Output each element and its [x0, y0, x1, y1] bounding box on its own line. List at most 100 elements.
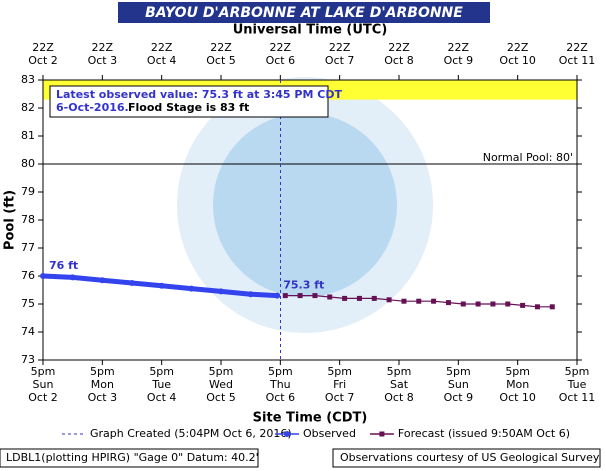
forecast-point — [431, 298, 437, 304]
x-tick-label: Tue — [151, 378, 171, 391]
legend-label: Forecast (issued 9:50AM Oct 6) — [398, 427, 570, 440]
y-tick-label: 74 — [21, 325, 35, 338]
latest-flood: Flood Stage is 83 ft — [128, 101, 249, 114]
observed-point — [274, 292, 281, 299]
x-tick-label: Mon — [91, 378, 114, 391]
x2-tick-label: 22Z — [210, 41, 232, 54]
x2-tick-label: 22Z — [448, 41, 470, 54]
forecast-point — [356, 295, 362, 301]
observed-point — [158, 282, 165, 289]
y-tick-label: 80 — [21, 157, 35, 170]
y-tick-label: 77 — [21, 241, 35, 254]
x-tick-label: Oct 11 — [559, 391, 596, 404]
x-tick-label: Thu — [269, 378, 291, 391]
forecast-point — [312, 293, 318, 299]
x-tick-label: Oct 5 — [206, 391, 236, 404]
x2-tick-label: Oct 11 — [559, 54, 596, 67]
forecast-point — [475, 301, 481, 307]
x-tick-label: 5pm — [209, 365, 234, 378]
x-tick-label: Sun — [448, 378, 469, 391]
title-bar — [118, 2, 490, 23]
forecast-point — [342, 295, 348, 301]
y-tick-label: 81 — [21, 129, 35, 142]
top-axis-title: Universal Time (UTC) — [233, 23, 388, 38]
forecast-point — [534, 304, 540, 310]
legend-label: Observed — [303, 427, 356, 440]
observed-point — [99, 277, 106, 284]
x2-tick-label: Oct 6 — [266, 54, 296, 67]
x-tick-label: 5pm — [268, 365, 293, 378]
forecast-point — [282, 293, 288, 299]
y-tick-label: 76 — [21, 269, 35, 282]
footer-right: Observations courtesy of US Geological S… — [340, 451, 600, 464]
x2-tick-label: 22Z — [388, 41, 410, 54]
footer-left: LDBL1(plotting HPIRG) "Gage 0" Datum: 40… — [6, 451, 259, 464]
x-tick-label: Mon — [506, 378, 529, 391]
x-tick-label: 5pm — [149, 365, 174, 378]
x-tick-label: Fri — [333, 378, 346, 391]
forecast-point — [445, 300, 451, 306]
forecast-point — [549, 304, 555, 310]
x-tick-label: 5pm — [90, 365, 115, 378]
annotation: 76 ft — [49, 259, 78, 272]
x-tick-label: Oct 8 — [384, 391, 414, 404]
x-tick-label: Wed — [209, 378, 233, 391]
footer-box — [332, 448, 601, 468]
reference-label: Normal Pool: 80' — [483, 151, 573, 164]
forecast-point — [327, 294, 333, 300]
observed-point — [188, 285, 195, 292]
x2-tick-label: Oct 10 — [499, 54, 536, 67]
x-tick-label: Sat — [390, 378, 409, 391]
x2-tick-label: Oct 7 — [325, 54, 355, 67]
y-axis-title: Pool (ft) — [3, 190, 18, 250]
x2-tick-label: 22Z — [151, 41, 173, 54]
x-tick-label: Oct 2 — [28, 391, 58, 404]
x-tick-label: Sun — [33, 378, 54, 391]
x-tick-label: Oct 7 — [325, 391, 355, 404]
y-tick-label: 82 — [21, 101, 35, 114]
legend-marker — [284, 431, 290, 437]
forecast-point — [401, 298, 407, 304]
x2-tick-label: Oct 2 — [28, 54, 58, 67]
footer-box — [0, 448, 259, 468]
x2-tick-label: 22Z — [566, 41, 588, 54]
x-tick-label: 5pm — [446, 365, 471, 378]
x-tick-label: 5pm — [327, 365, 352, 378]
x-tick-label: 5pm — [387, 365, 412, 378]
forecast-point — [520, 302, 526, 308]
x-tick-label: Oct 3 — [88, 391, 118, 404]
x-tick-label: 5pm — [505, 365, 530, 378]
x2-tick-label: Oct 5 — [206, 54, 236, 67]
observed-point — [40, 273, 46, 279]
forecast-point — [505, 301, 511, 307]
x2-tick-label: 22Z — [270, 41, 292, 54]
observed-point — [247, 291, 254, 298]
y-tick-label: 73 — [21, 353, 35, 366]
x2-tick-label: Oct 4 — [147, 54, 177, 67]
y-tick-label: 83 — [21, 73, 35, 86]
forecast-point — [490, 301, 496, 307]
observed-point — [129, 280, 135, 286]
observed-point — [218, 288, 224, 295]
latest-box — [49, 85, 329, 118]
annotation: 75.3 ft — [283, 279, 324, 292]
forecast-point — [416, 298, 422, 304]
forecast-point — [371, 295, 377, 301]
x-axis-title: Site Time (CDT) — [253, 411, 368, 426]
x2-tick-label: 22Z — [507, 41, 529, 54]
forecast-point — [297, 293, 303, 299]
y-tick-label: 78 — [21, 213, 35, 226]
x-tick-label: Tue — [567, 378, 587, 391]
forecast-point — [386, 297, 392, 303]
latest-date: 6-Oct-2016. — [56, 101, 129, 114]
legend-label: Graph Created (5:04PM Oct 6, 2016) — [90, 427, 292, 440]
y-tick-label: 75 — [21, 297, 35, 310]
x-tick-label: 5pm — [31, 365, 56, 378]
x-tick-label: Oct 6 — [266, 391, 296, 404]
legend-marker — [379, 431, 385, 437]
x-tick-label: Oct 10 — [499, 391, 536, 404]
x2-tick-label: Oct 9 — [444, 54, 474, 67]
y-tick-label: 79 — [21, 185, 35, 198]
observed-point — [69, 274, 76, 281]
